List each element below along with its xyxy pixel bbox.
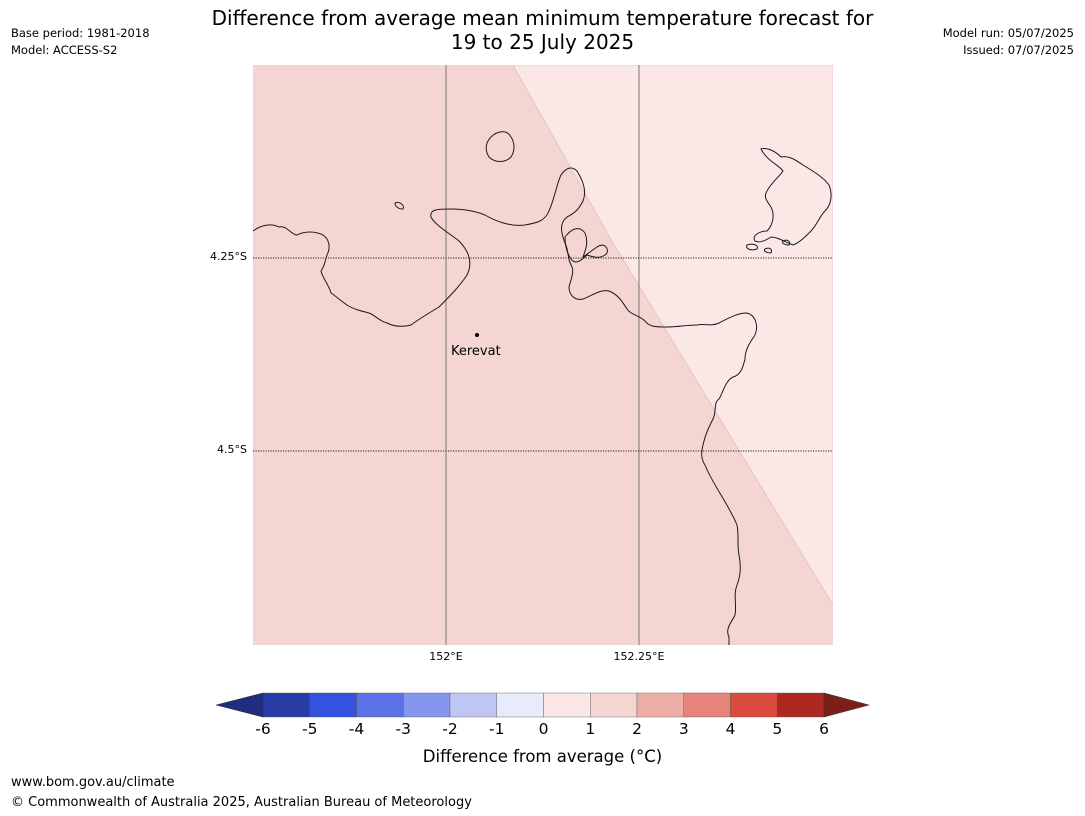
colorbar-tick-label: -3 — [395, 720, 411, 738]
colorbar-segment — [449, 692, 497, 718]
colorbar-tick-label: 3 — [678, 720, 689, 738]
lon-label-152: 152°E — [429, 650, 463, 663]
colorbar-segment — [730, 692, 778, 718]
colorbar-tick-label: -2 — [442, 720, 458, 738]
meta-left: Base period: 1981-2018 Model: ACCESS-S2 — [11, 25, 150, 59]
colorbar-tick-label: 1 — [585, 720, 596, 738]
colorbar — [216, 692, 870, 718]
lat-label-4-25: 4.25°S — [210, 250, 247, 263]
colorbar-segment — [636, 692, 684, 718]
lon-label-152-25: 152.25°E — [613, 650, 665, 663]
colorbar-segment — [403, 692, 451, 718]
map-panel: Kerevat — [253, 65, 833, 645]
title-line-1: Difference from average mean minimum tem… — [211, 6, 874, 30]
colorbar-segment — [309, 692, 357, 718]
colorbar-tick-label: -1 — [489, 720, 505, 738]
colorbar-tick-label: 4 — [725, 720, 736, 738]
colorbar-segment — [683, 692, 731, 718]
colorbar-segments — [262, 692, 825, 718]
title-line-2: 19 to 25 July 2025 — [450, 30, 635, 54]
colorbar-segment — [777, 692, 825, 718]
kerevat-marker — [475, 333, 479, 337]
colorbar-tick-label: -6 — [255, 720, 271, 738]
meta-right: Model run: 05/07/2025 Issued: 07/07/2025 — [943, 25, 1074, 59]
coastline — [253, 131, 832, 645]
footer-copyright: © Commonwealth of Australia 2025, Austra… — [11, 795, 472, 810]
colorbar-tick-label: 6 — [819, 720, 829, 738]
colorbar-tick-label: -5 — [302, 720, 318, 738]
coastline-peninsula-east — [564, 228, 608, 263]
colorbar-segment — [496, 692, 544, 718]
colorbar-tick-label: 0 — [538, 720, 549, 738]
anomaly-region-0-to-1 — [512, 65, 833, 606]
issued-date: Issued: 07/07/2025 — [963, 43, 1074, 57]
coastline-island-north — [485, 131, 515, 162]
base-period: Base period: 1981-2018 — [11, 26, 150, 40]
map-svg: Kerevat — [253, 65, 833, 645]
colorbar-ticks: -6 -5 -4 -3 -2 -1 0 1 2 3 4 5 6 — [0, 720, 1085, 740]
colorbar-tick-label: 2 — [632, 720, 642, 738]
coastline-islets-east — [746, 239, 790, 254]
chart-title: Difference from average mean minimum tem… — [150, 6, 935, 54]
colorbar-segment — [590, 692, 638, 718]
coastline-islet-west — [394, 202, 404, 210]
colorbar-segment — [356, 692, 404, 718]
colorbar-over-arrow — [823, 692, 870, 718]
colorbar-segment — [262, 692, 310, 718]
footer-url[interactable]: www.bom.gov.au/climate — [11, 775, 175, 790]
coastline-island-northeast — [753, 148, 832, 246]
colorbar-tick-label: -4 — [348, 720, 365, 738]
lat-label-4-5: 4.5°S — [217, 443, 247, 456]
colorbar-label: Difference from average (°C) — [422, 747, 663, 766]
model-name: Model: ACCESS-S2 — [11, 43, 118, 57]
colorbar-tick-label: 5 — [772, 720, 783, 738]
place-label-kerevat: Kerevat — [451, 344, 501, 359]
colorbar-under-arrow — [216, 692, 264, 718]
colorbar-segment — [543, 692, 591, 718]
model-run: Model run: 05/07/2025 — [942, 26, 1074, 40]
